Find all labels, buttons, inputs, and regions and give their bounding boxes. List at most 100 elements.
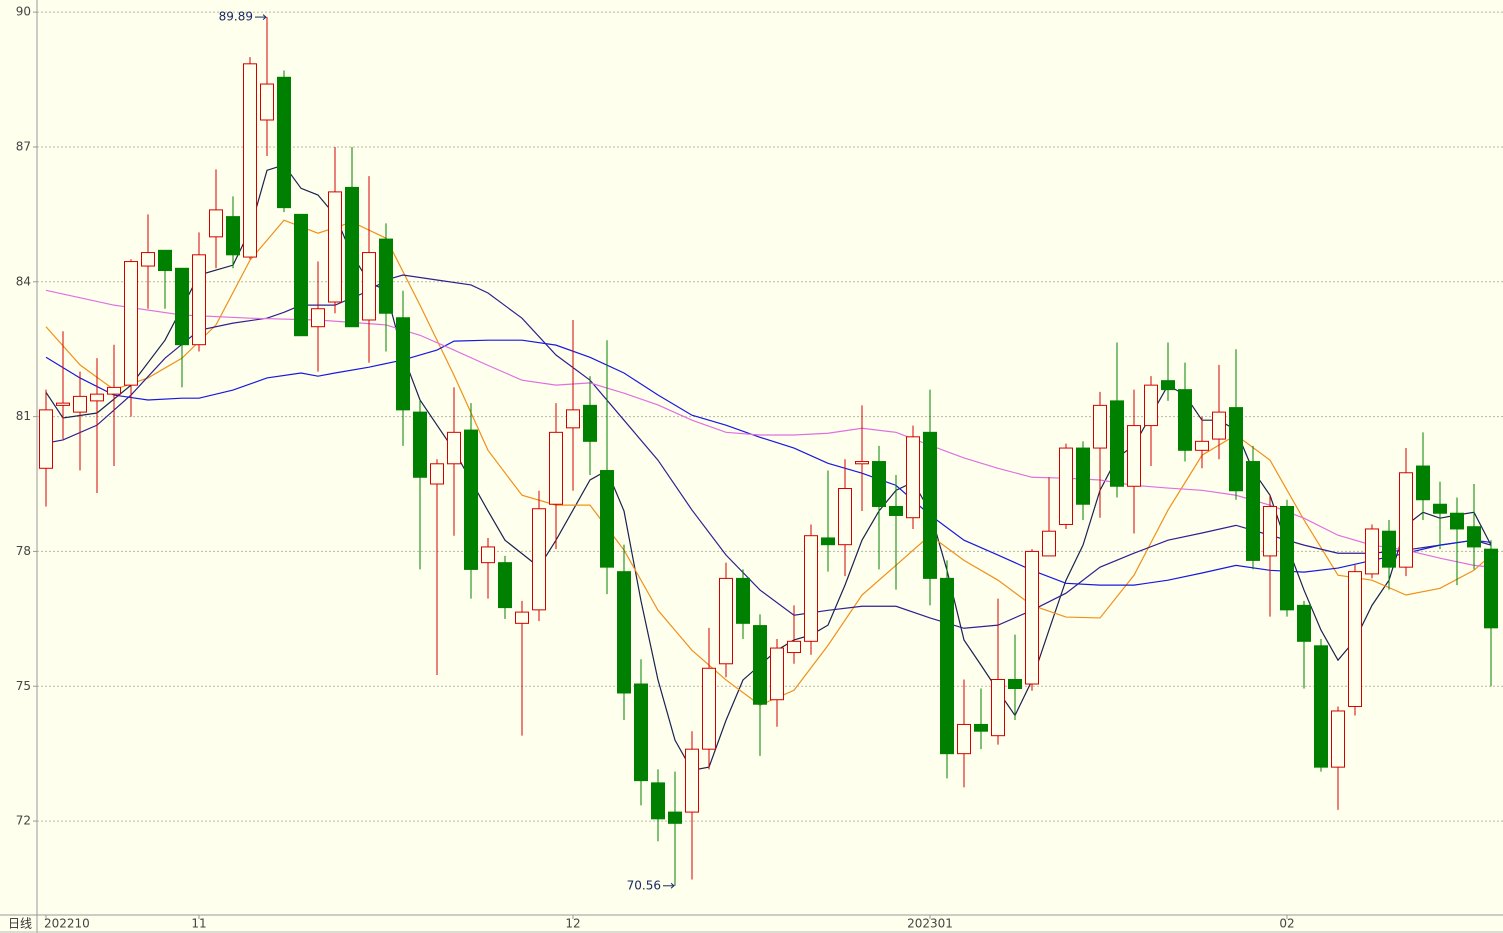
candle-body (192, 254, 206, 346)
y-tick-label: 75 (16, 679, 31, 693)
candle-body (1433, 503, 1447, 514)
x-tick-label: 12 (565, 917, 580, 931)
y-tick-label: 81 (16, 409, 31, 423)
candle-body (277, 76, 291, 209)
candle-body (719, 577, 733, 665)
candle-body (39, 409, 53, 469)
x-tick-label: 11 (191, 917, 206, 931)
candle-body (311, 308, 325, 328)
candle-body (787, 640, 801, 654)
candle-body (770, 647, 784, 701)
candle-body (583, 404, 597, 442)
candle-body (362, 252, 376, 321)
y-tick-label: 72 (16, 814, 31, 828)
candle-body (889, 505, 903, 516)
candle-body (1348, 571, 1362, 707)
candle-body (1365, 528, 1379, 575)
candle-body (1144, 384, 1158, 427)
candle-body (804, 535, 818, 642)
candle-body (1127, 425, 1141, 487)
y-tick-label: 90 (16, 5, 31, 19)
extreme-arrowhead (262, 14, 267, 20)
y-tick-label: 87 (16, 139, 31, 153)
candle-body (1229, 407, 1243, 492)
candle-body (1246, 461, 1260, 561)
candle-body (294, 213, 308, 337)
candle-body (1093, 404, 1107, 449)
candle-body (379, 238, 393, 314)
candle-body (872, 461, 886, 507)
candle-body (940, 577, 954, 755)
candle-body (566, 409, 580, 429)
candle-body (634, 683, 648, 782)
candle-body (855, 461, 869, 465)
candle-body (957, 723, 971, 755)
candle-body (464, 429, 478, 570)
x-tick-label: 202210 (44, 917, 90, 931)
candle-body (1178, 389, 1192, 451)
candle-body (158, 249, 172, 272)
candle-body (906, 436, 920, 519)
candle-body (1110, 400, 1124, 487)
candle-body (651, 782, 665, 820)
x-tick-label: 202301 (907, 917, 953, 931)
candle-body (396, 317, 410, 411)
candle-body (345, 186, 359, 328)
candle-body (209, 209, 223, 238)
candle-body (991, 679, 1005, 737)
period-label: 日线 (8, 917, 32, 931)
candle-body (821, 537, 835, 546)
candle-body (974, 723, 988, 732)
candle-body (1467, 526, 1481, 548)
candle-body (685, 748, 699, 813)
candle-body (447, 431, 461, 465)
extreme-arrowhead (670, 882, 675, 889)
label-layer: 72 75 78 81 84 87 90 202210 11 12 202301 02 89.89 70.… (16, 5, 1295, 931)
candle-body (107, 386, 121, 395)
candle-body (1297, 604, 1311, 642)
candle-body (498, 562, 512, 609)
candle-body (141, 252, 155, 267)
candle-body (243, 63, 257, 258)
extreme-label: 89.89 (219, 10, 253, 24)
candle-body (481, 546, 495, 564)
candle-body (736, 577, 750, 624)
extreme-label: 70.56 (627, 878, 661, 892)
candle-body (1212, 411, 1226, 440)
candle-layer (39, 17, 1498, 886)
candle-body (1008, 679, 1022, 689)
candle-body (1382, 530, 1396, 568)
candle-body (600, 470, 614, 568)
candle-body (90, 393, 104, 402)
candle-body (1280, 505, 1294, 611)
candle-body (1263, 505, 1277, 557)
candle-body (923, 431, 937, 579)
y-tick-label: 84 (16, 274, 31, 288)
candle-body (617, 571, 631, 694)
candle-body (668, 811, 682, 824)
candle-body (1450, 512, 1464, 530)
candle-body (430, 463, 444, 485)
candle-body (1399, 472, 1413, 568)
candle-body (1059, 447, 1073, 525)
candle-body (1195, 440, 1209, 451)
candle-body (226, 216, 240, 256)
candle-body (260, 83, 274, 121)
candle-body (515, 611, 529, 624)
candle-body (1076, 447, 1090, 505)
candle-body (753, 625, 767, 705)
candle-body (1331, 710, 1345, 768)
y-tick-label: 78 (16, 544, 31, 558)
candle-body (328, 191, 342, 303)
candle-body (1042, 530, 1056, 557)
candle-body (73, 395, 87, 413)
candle-body (175, 267, 189, 346)
candle-body (838, 488, 852, 546)
candle-body (1416, 465, 1430, 501)
candle-body (1161, 380, 1175, 391)
candle-body (124, 261, 138, 386)
candle-body (532, 508, 546, 611)
candle-body (56, 402, 70, 406)
